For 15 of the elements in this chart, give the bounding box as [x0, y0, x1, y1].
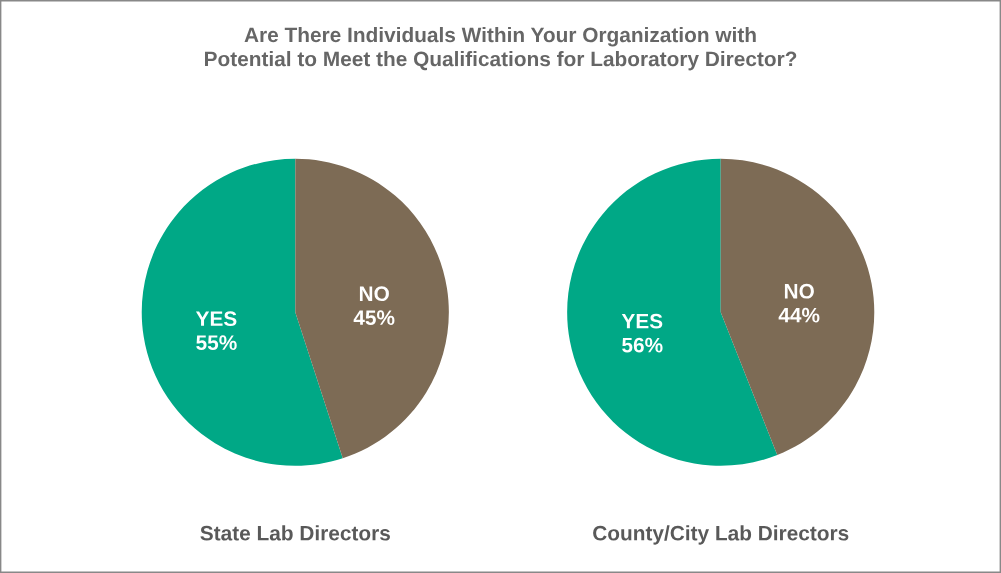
data-label: 45% [353, 310, 395, 326]
text: County/City Lab Directors [593, 525, 849, 545]
text: State Lab Directors [200, 525, 390, 541]
data-label: 56% [622, 337, 663, 353]
slice-label: NO [784, 283, 814, 299]
data-label: 55% [196, 335, 237, 351]
slice-label: YES [621, 313, 663, 329]
pie-slice [720, 158, 875, 456]
pie-slice [567, 158, 778, 466]
slice-label: NO [359, 286, 389, 302]
slice-label: YES [195, 311, 237, 327]
pie-slice [141, 158, 343, 466]
pie-slice [295, 158, 449, 459]
data-label: 44% [778, 307, 820, 323]
text: Are There Individuals Within Your Organization with Potential to Meet the Qualifications for Laboratory Director? [205, 26, 797, 71]
